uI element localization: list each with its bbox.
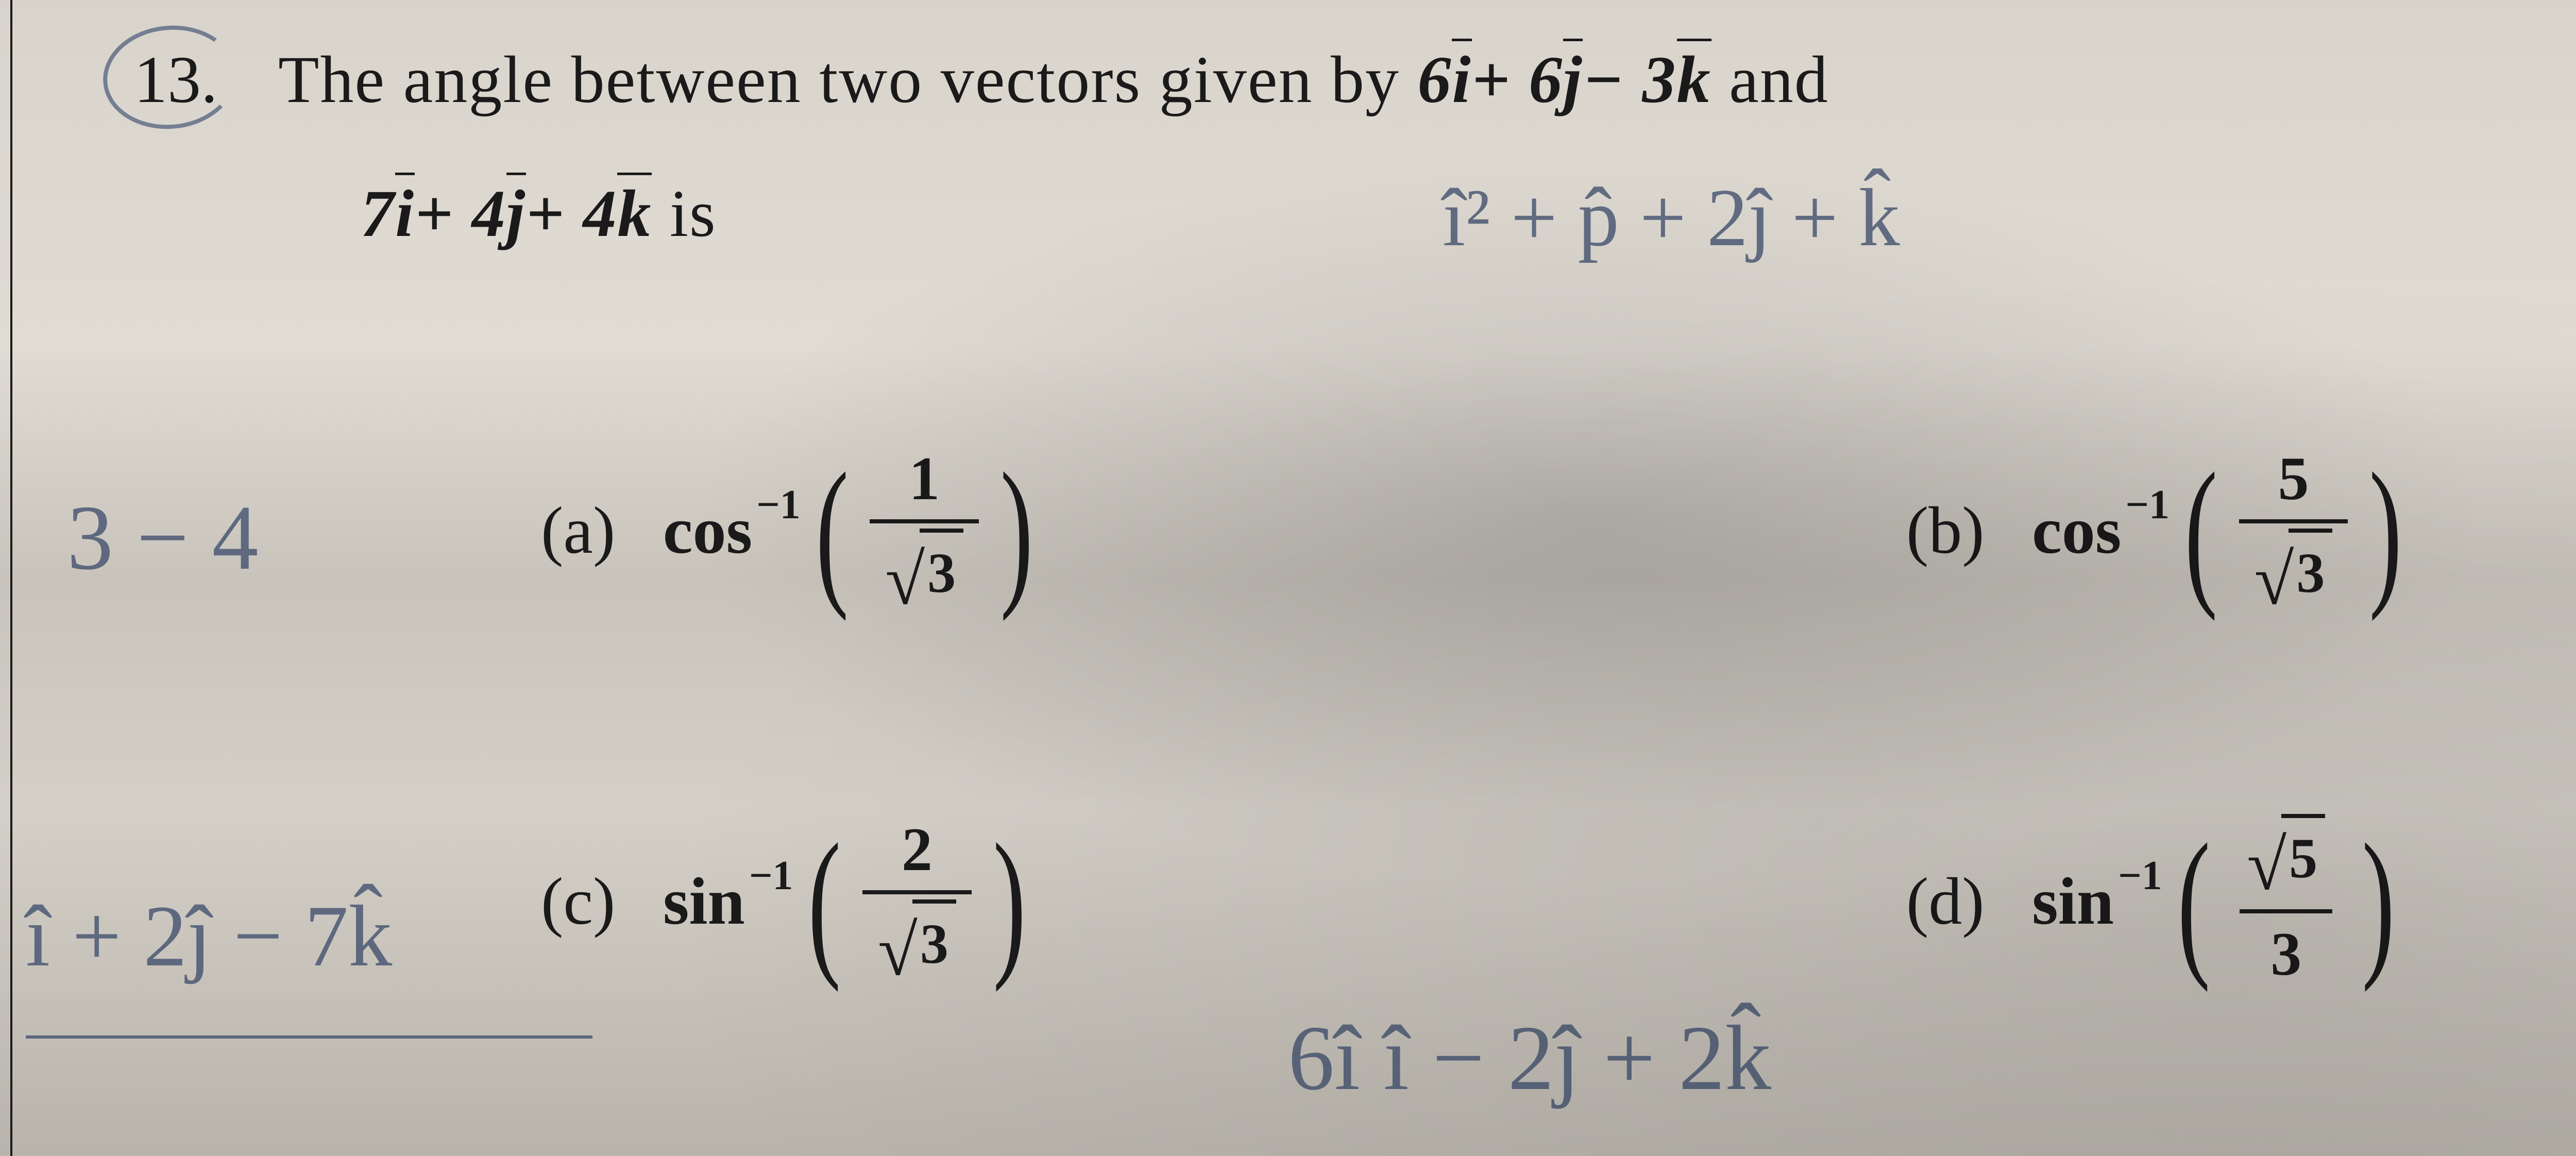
option-d-numerator: √ 5 [2231, 814, 2341, 909]
right-paren-icon: ) [2362, 814, 2395, 989]
option-d: (d) sin −1 ( √ 5 3 ) [1906, 814, 2406, 989]
option-b: (b) cos −1 ( 5 √ 3 ) [1906, 443, 2413, 618]
page-container: 13. The angle between two vectors given … [0, 0, 2576, 1156]
option-a-expression: cos −1 ( 1 √ 3 ) [663, 443, 1044, 618]
handwriting-underline [26, 1035, 592, 1039]
option-b-denominator: √ 3 [2239, 519, 2348, 619]
right-paren-icon: ) [993, 814, 1026, 989]
option-c: (c) sin −1 ( 2 √ 3 ) [541, 814, 1037, 989]
question-trailing: and [1729, 43, 1829, 117]
option-a-fraction: 1 √ 3 [870, 443, 979, 619]
option-d-fraction: √ 5 3 [2231, 814, 2341, 990]
sqrt-icon: √ 5 [2247, 814, 2325, 891]
sqrt-icon: √ 3 [878, 899, 956, 977]
question-text-line2: 7i+ 4j+ 4k is [361, 175, 717, 252]
option-b-expression: cos −1 ( 5 √ 3 ) [2032, 443, 2413, 618]
option-a-parens: ( 1 √ 3 ) [805, 443, 1044, 618]
question-text-line1: The angle between two vectors given by 6… [278, 41, 1829, 118]
option-b-exponent: −1 [2125, 482, 2170, 529]
handwriting-annotation-4: 6î î − 2ĵ + 2k̂ [1288, 1005, 1771, 1111]
handwriting-annotation-3: î + 2ĵ − 7k̂ [26, 886, 392, 987]
option-d-func: sin [2032, 863, 2114, 940]
left-paren-icon: ( [816, 443, 849, 618]
left-paren-icon: ( [2184, 443, 2217, 618]
page-border-left [10, 0, 14, 1156]
option-d-exponent: −1 [2118, 853, 2162, 899]
option-c-parens: ( 2 √ 3 ) [797, 814, 1037, 989]
option-b-fraction: 5 √ 3 [2239, 443, 2348, 619]
question-is: is [670, 177, 717, 251]
option-a-numerator: 1 [893, 443, 955, 519]
sqrt-icon: √ 3 [2255, 529, 2333, 606]
option-b-func: cos [2032, 492, 2121, 569]
vector-2-expression: 7i+ 4j+ 4k [361, 177, 670, 251]
option-c-numerator: 2 [886, 814, 948, 890]
option-c-denominator: √ 3 [862, 890, 972, 990]
option-a-func: cos [663, 492, 752, 569]
option-c-exponent: −1 [749, 853, 793, 899]
option-d-parens: ( √ 5 3 ) [2166, 814, 2406, 989]
option-a-exponent: −1 [756, 482, 801, 529]
option-b-label: (b) [1906, 492, 1985, 569]
handwriting-annotation-2: 3 − 4 [67, 484, 259, 591]
option-c-label: (c) [541, 863, 615, 940]
option-c-expression: sin −1 ( 2 √ 3 ) [663, 814, 1037, 989]
left-paren-icon: ( [808, 814, 841, 989]
option-b-parens: ( 5 √ 3 ) [2174, 443, 2413, 618]
left-paren-icon: ( [2177, 814, 2210, 989]
sqrt-icon: √ 3 [885, 529, 963, 606]
option-b-numerator: 5 [2262, 443, 2324, 519]
question-stem-1: The angle between two vectors given by [278, 43, 1400, 117]
right-paren-icon: ) [1000, 443, 1033, 618]
option-a: (a) cos −1 ( 1 √ 3 ) [541, 443, 1044, 618]
right-paren-icon: ) [2369, 443, 2402, 618]
question-number: 13. [134, 41, 218, 118]
handwriting-annotation-1: î² + p̂ + 2ĵ + k̂ [1443, 170, 1900, 265]
option-d-denominator: 3 [2240, 909, 2332, 990]
option-c-func: sin [663, 863, 745, 940]
vector-1-expression: 6i+ 6j− 3k [1417, 43, 1729, 117]
option-a-denominator: √ 3 [870, 519, 979, 619]
option-c-fraction: 2 √ 3 [862, 814, 972, 990]
option-d-label: (d) [1906, 863, 1985, 940]
option-d-expression: sin −1 ( √ 5 3 ) [2032, 814, 2406, 989]
option-a-label: (a) [541, 492, 615, 569]
